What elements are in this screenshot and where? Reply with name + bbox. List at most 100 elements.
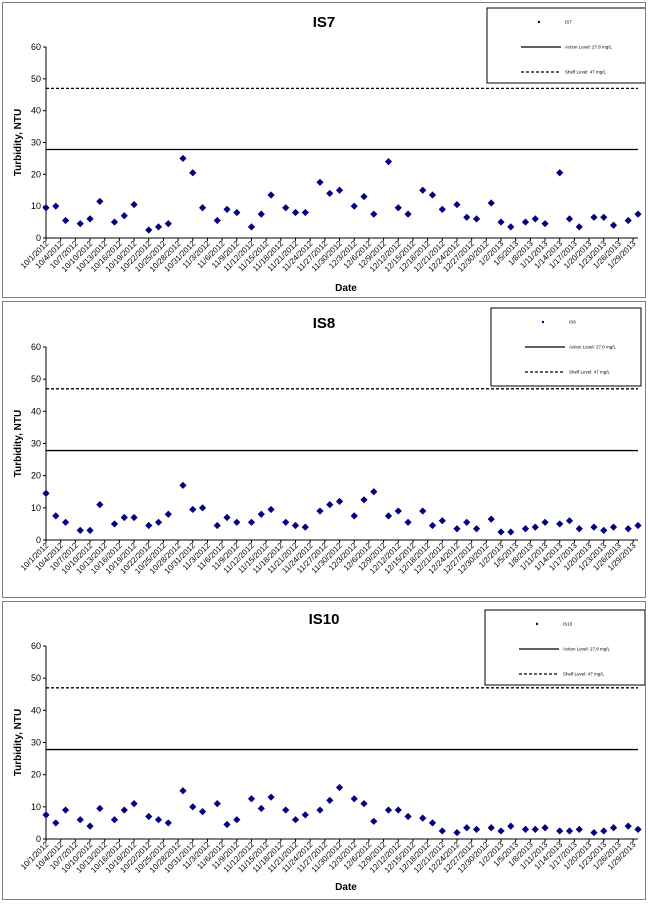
- y-axis-label: Turbidity, NTU: [13, 410, 24, 477]
- data-point: [76, 526, 84, 534]
- data-point: [609, 824, 618, 832]
- data-point: [634, 825, 642, 833]
- chart-panel-is10: IS10 0 10 20 30 40 50 60 Turbidity, NTU 10/1/2012…: [2, 601, 646, 900]
- data-point: [463, 213, 471, 221]
- data-point: [42, 811, 50, 819]
- data-point: [565, 827, 574, 835]
- y-tick-label: 30: [31, 738, 41, 748]
- data-point: [52, 819, 60, 827]
- data-point: [52, 512, 60, 520]
- y-tick-label: 40: [31, 106, 41, 116]
- data-point: [463, 824, 471, 832]
- data-point: [472, 215, 481, 223]
- data-point: [223, 513, 231, 522]
- data-point: [189, 505, 197, 514]
- data-point: [521, 525, 530, 533]
- data-point: [164, 220, 172, 228]
- data-point: [565, 517, 574, 525]
- data-point: [360, 496, 368, 504]
- data-point: [76, 220, 84, 228]
- y-tick-label: 60: [31, 342, 41, 352]
- data-point: [301, 811, 309, 819]
- chart-title: IS8: [313, 315, 336, 332]
- y-tick-label: 0: [36, 834, 41, 844]
- legend-label: IS7: [565, 20, 572, 25]
- data-point: [257, 210, 265, 218]
- data-point: [634, 521, 642, 530]
- data-point: [507, 822, 515, 830]
- data-point: [428, 819, 437, 827]
- data-point: [438, 205, 446, 213]
- data-point: [438, 827, 446, 835]
- data-point: [428, 521, 437, 530]
- data-point: [487, 824, 495, 832]
- data-point: [350, 202, 358, 210]
- data-point: [145, 521, 153, 530]
- data-point: [247, 223, 256, 231]
- data-point: [472, 525, 481, 533]
- data-point: [282, 518, 290, 526]
- data-point: [130, 513, 138, 522]
- data-point: [189, 803, 197, 811]
- data-point: [130, 200, 138, 209]
- data-point: [110, 520, 119, 528]
- data-point: [52, 202, 60, 210]
- legend-box: [484, 609, 645, 686]
- y-tick-label: 40: [31, 406, 41, 416]
- data-point: [370, 488, 378, 496]
- data-point: [96, 197, 104, 205]
- data-point: [154, 816, 163, 824]
- data-point: [590, 213, 598, 221]
- legend-label: Action Level: 27.8 mg/L: [565, 45, 613, 50]
- data-point: [600, 827, 608, 835]
- data-point: [198, 504, 207, 512]
- data-point: [301, 523, 309, 531]
- data-point: [223, 205, 231, 213]
- data-point: [497, 218, 505, 226]
- data-point: [267, 505, 275, 514]
- data-point: [531, 825, 539, 833]
- data-point: [86, 526, 94, 534]
- data-point: [404, 812, 412, 821]
- y-tick-label: 0: [36, 233, 41, 243]
- y-tick-label: 60: [31, 42, 41, 52]
- data-point: [96, 804, 104, 813]
- data-point: [42, 489, 50, 497]
- data-point: [531, 215, 539, 223]
- data-point: [326, 189, 334, 198]
- data-point: [198, 808, 207, 816]
- data-point: [198, 204, 207, 212]
- data-point: [154, 518, 163, 526]
- data-point: [257, 804, 265, 813]
- data-point: [419, 814, 427, 822]
- y-tick-label: 20: [31, 169, 41, 179]
- y-tick-label: 30: [31, 439, 41, 449]
- data-point: [600, 213, 608, 221]
- data-point: [624, 525, 632, 533]
- legend-marker: [535, 622, 539, 626]
- data-point: [370, 817, 378, 825]
- data-point: [531, 523, 539, 531]
- data-point: [247, 795, 256, 803]
- y-tick-label: 50: [31, 374, 41, 384]
- legend-box: [490, 307, 642, 387]
- data-point: [213, 800, 221, 808]
- data-point: [507, 528, 515, 536]
- data-point: [76, 816, 84, 824]
- data-point: [301, 208, 309, 217]
- data-point: [394, 204, 402, 212]
- data-point: [541, 220, 549, 228]
- data-point: [507, 223, 515, 231]
- data-point: [335, 497, 344, 505]
- data-point: [609, 523, 618, 531]
- data-point: [350, 512, 358, 520]
- data-point: [291, 816, 300, 824]
- y-tick-label: 10: [31, 503, 41, 513]
- data-point: [326, 796, 334, 804]
- data-point: [120, 513, 128, 522]
- x-axis-label: Date: [335, 882, 357, 893]
- legend-marker: [537, 20, 541, 24]
